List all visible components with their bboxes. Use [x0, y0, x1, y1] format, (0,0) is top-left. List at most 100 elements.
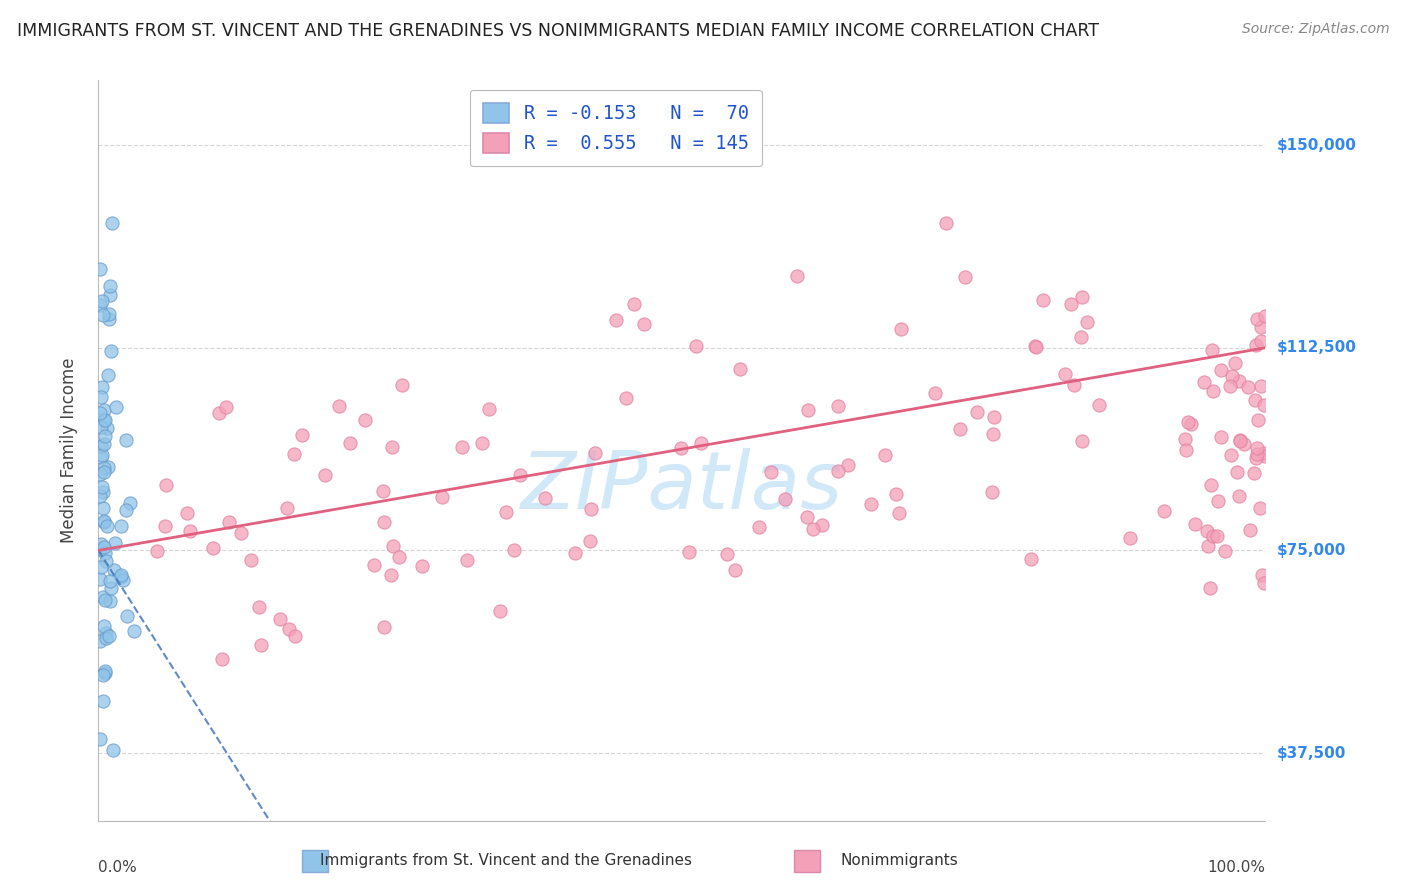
Point [1088, 399, 1111, 413]
Point [502, 543, 524, 558]
Point [724, 563, 747, 577]
Point [432, 491, 454, 505]
Point [93, 667, 115, 681]
Point [101, 216, 124, 230]
Point [579, 501, 602, 516]
Point [1246, 441, 1268, 455]
Point [218, 515, 240, 529]
Point [1251, 568, 1274, 582]
Point [110, 570, 132, 584]
Point [1246, 413, 1268, 427]
Point [277, 622, 299, 636]
Point [96, 421, 118, 435]
Point [94, 429, 117, 443]
Point [728, 362, 751, 376]
Point [1032, 293, 1054, 308]
Point [1070, 330, 1092, 344]
Point [685, 339, 707, 353]
Point [873, 448, 896, 462]
Point [93, 465, 115, 479]
Point [1063, 378, 1085, 392]
Point [93, 437, 115, 451]
Point [1198, 581, 1220, 595]
Point [314, 468, 336, 483]
Point [614, 391, 637, 405]
Point [89, 298, 111, 312]
Point [90, 420, 112, 434]
Point [981, 426, 1004, 441]
Point [949, 422, 972, 436]
Text: 100.0%: 100.0% [1208, 860, 1265, 874]
Point [1243, 466, 1265, 480]
Point [89, 489, 111, 503]
Point [1233, 437, 1256, 451]
Point [1250, 320, 1272, 334]
Point [93, 412, 115, 426]
Point [110, 519, 132, 533]
Point [495, 505, 517, 519]
Point [1254, 310, 1277, 324]
Point [247, 600, 270, 615]
Text: Nonimmigrants: Nonimmigrants [841, 854, 959, 868]
Point [91, 694, 114, 708]
Point [811, 517, 834, 532]
Point [884, 487, 907, 501]
Point [90, 480, 112, 494]
Point [1220, 368, 1243, 383]
Point [100, 581, 122, 595]
Point [1177, 415, 1199, 429]
Point [89, 261, 111, 276]
Point [339, 436, 361, 450]
FancyBboxPatch shape [794, 849, 820, 872]
Point [96, 519, 118, 533]
Point [371, 483, 394, 498]
Point [1174, 432, 1197, 446]
Point [1246, 447, 1268, 461]
Point [115, 434, 138, 448]
Point [105, 400, 128, 414]
Point [1244, 338, 1267, 352]
Point [1060, 296, 1083, 310]
Point [90, 450, 112, 464]
Point [837, 458, 859, 473]
Point [380, 568, 402, 582]
Point [155, 478, 177, 492]
Point [363, 558, 385, 573]
FancyBboxPatch shape [302, 849, 328, 872]
Point [935, 216, 957, 230]
Point [96, 554, 118, 568]
Point [89, 634, 111, 648]
Point [773, 492, 796, 507]
Point [690, 436, 713, 450]
Point [633, 317, 655, 331]
Point [208, 406, 231, 420]
Point [796, 403, 818, 417]
Point [488, 604, 510, 618]
Point [827, 464, 849, 478]
Point [1239, 523, 1261, 537]
Point [112, 574, 135, 588]
Point [980, 485, 1002, 500]
Point [1249, 500, 1271, 515]
Point [100, 287, 122, 301]
Point [1184, 517, 1206, 532]
Point [100, 344, 122, 359]
Point [101, 743, 124, 757]
Point [89, 572, 111, 586]
Point [1253, 576, 1275, 591]
Point [1220, 449, 1243, 463]
Point [89, 732, 111, 747]
Text: Immigrants from St. Vincent and the Grenadines: Immigrants from St. Vincent and the Gren… [321, 854, 692, 868]
Point [827, 399, 849, 413]
Point [471, 436, 494, 450]
Point [1209, 430, 1232, 444]
Point [983, 410, 1005, 425]
Point [759, 465, 782, 479]
Point [1237, 379, 1260, 393]
Point [231, 525, 253, 540]
Point [579, 533, 602, 548]
Point [1244, 450, 1267, 465]
Point [91, 591, 114, 605]
Point [98, 594, 121, 608]
Point [94, 593, 117, 607]
